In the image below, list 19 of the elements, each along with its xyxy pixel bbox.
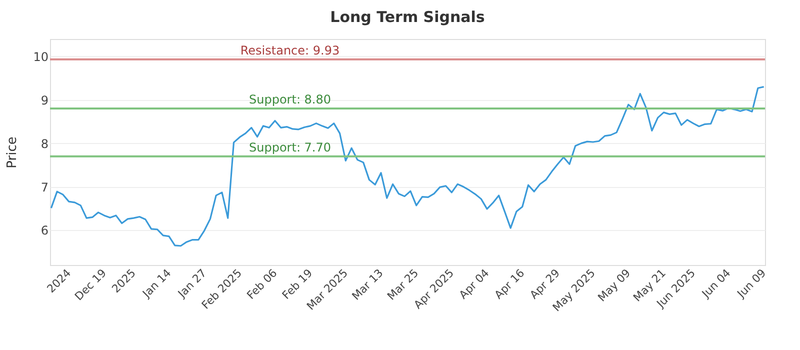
ref-line-label: Resistance: 9.93 [240, 43, 340, 58]
y-tick-label: 8 [40, 136, 48, 151]
x-tick-label: Mar 13 [350, 266, 386, 303]
x-tick-label: Jun 09 [734, 266, 769, 301]
y-tick-label: 6 [40, 224, 48, 238]
y-tick-label: 10 [33, 50, 48, 64]
x-tick-label: Apr 04 [456, 266, 492, 302]
chart-title: Long Term Signals [330, 8, 485, 26]
line-series [50, 86, 765, 247]
x-tick-label: Jan 14 [139, 266, 174, 301]
ref-line-label: Support: 8.80 [248, 92, 332, 107]
y-tick-label: 7 [40, 180, 48, 194]
x-tick-label: Apr 16 [492, 266, 528, 302]
x-tick-label: Jun 04 [698, 266, 734, 301]
x-tick-label: Feb 06 [244, 266, 280, 302]
x-tick-label: Dec 19 [72, 266, 109, 304]
y-tick-label: 9 [40, 93, 48, 108]
ref-line-label: Support: 7.70 [248, 140, 332, 154]
y-axis-title: Price [5, 136, 20, 168]
